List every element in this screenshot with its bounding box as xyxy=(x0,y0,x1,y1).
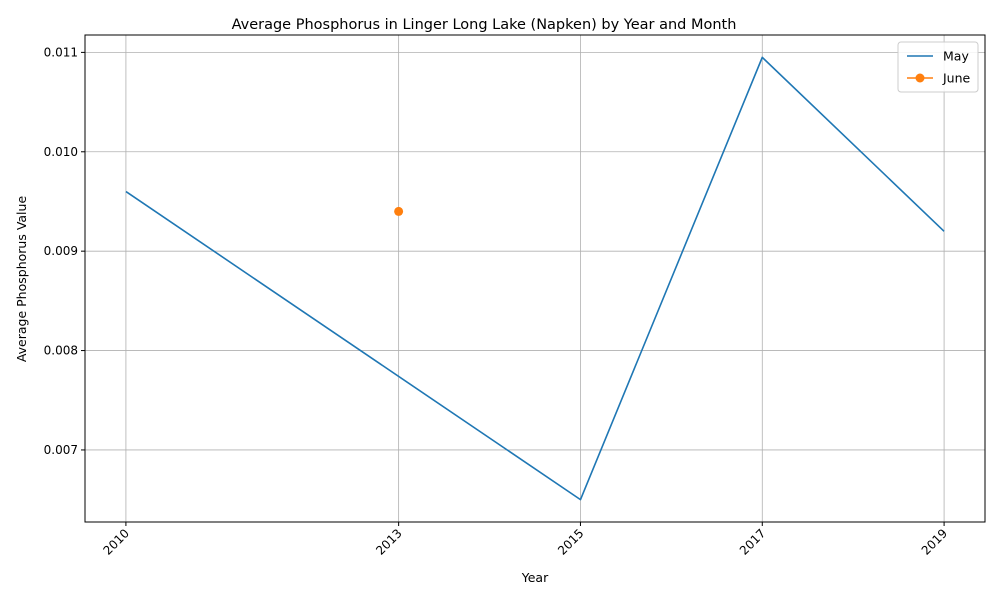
series-line-may xyxy=(125,56,945,501)
x-tick-label: 2013 xyxy=(373,526,404,557)
y-tick-label: 0.007 xyxy=(44,443,78,457)
x-axis: 2010 2013 2015 2017 2019 xyxy=(101,522,950,558)
legend-label-june: June xyxy=(942,71,971,86)
y-tick-label: 0.009 xyxy=(44,244,78,258)
series-group xyxy=(125,56,945,501)
y-tick-label: 0.011 xyxy=(44,45,78,59)
x-axis-label: Year xyxy=(521,570,549,585)
x-tick-label: 2017 xyxy=(737,526,768,557)
plot-frame xyxy=(84,34,986,523)
y-tick-label: 0.010 xyxy=(44,145,78,159)
x-tick-label: 2019 xyxy=(919,526,950,557)
y-axis-label: Average Phosphorus Value xyxy=(14,196,29,363)
y-tick-label: 0.008 xyxy=(44,344,78,358)
grid-lines xyxy=(85,35,985,522)
legend-label-may: May xyxy=(943,49,969,64)
x-tick-label: 2010 xyxy=(101,526,132,557)
legend: May June xyxy=(897,41,979,93)
data-point-june xyxy=(394,206,404,216)
y-axis: 0.007 0.008 0.009 0.010 0.011 xyxy=(44,45,85,457)
chart-title: Average Phosphorus in Linger Long Lake (… xyxy=(232,17,737,33)
legend-marker-june xyxy=(915,73,925,83)
x-tick-label: 2015 xyxy=(555,526,586,557)
